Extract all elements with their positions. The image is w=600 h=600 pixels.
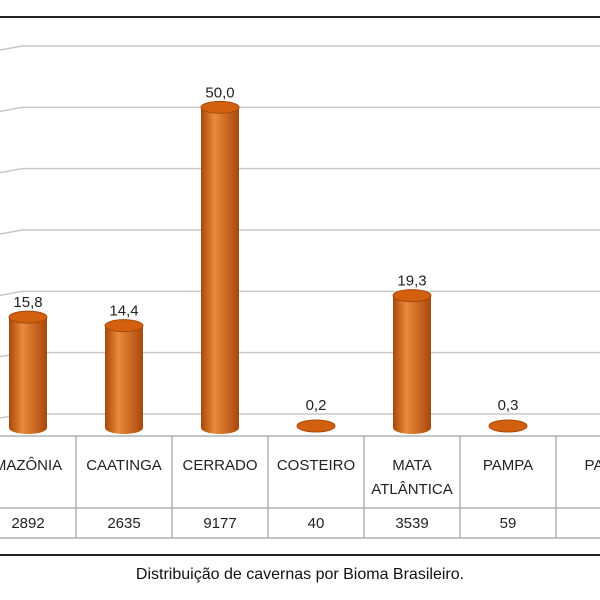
bar-top — [8, 310, 48, 324]
tick-label: MAZÔNIA — [0, 457, 62, 474]
bar — [9, 317, 47, 434]
tick-label: CERRADO — [182, 457, 257, 474]
gridline-wall — [0, 167, 23, 174]
gridline-wall — [0, 106, 23, 113]
bar-top — [104, 319, 144, 333]
data-label: 0,3 — [498, 397, 519, 414]
data-label: 50,0 — [205, 84, 234, 101]
bar — [105, 325, 143, 434]
bar — [393, 295, 431, 434]
table-cell: 3539 — [395, 515, 428, 532]
bar — [201, 107, 239, 434]
tick-label: COSTEIRO — [277, 457, 355, 474]
tick-label: CAATINGA — [86, 457, 162, 474]
bar-top — [392, 289, 432, 303]
data-label: 14,4 — [109, 303, 138, 320]
chart-caption: Distribuição de cavernas por Bioma Brasi… — [135, 566, 465, 583]
data-label: 19,3 — [397, 273, 426, 290]
tick-label: PANT — [585, 457, 600, 474]
chart-frame — [0, 16, 600, 556]
gridline-wall — [0, 229, 23, 235]
table-cell: 2635 — [107, 515, 140, 532]
bar — [488, 419, 528, 433]
table-cell: 2892 — [11, 515, 44, 532]
gridline-wall — [0, 45, 23, 51]
table-cell: 40 — [308, 515, 325, 532]
data-label: 15,8 — [13, 294, 42, 311]
bar-top — [200, 100, 240, 114]
bar — [296, 419, 336, 433]
tick-label: MATA — [392, 457, 431, 474]
table-cell: 59 — [500, 515, 517, 532]
data-label: 0,2 — [306, 397, 327, 414]
table-cell: 9177 — [203, 515, 236, 532]
gridline-wall — [0, 290, 23, 297]
tick-label: ATLÂNTICA — [371, 481, 452, 498]
tick-label: PAMPA — [483, 457, 533, 474]
